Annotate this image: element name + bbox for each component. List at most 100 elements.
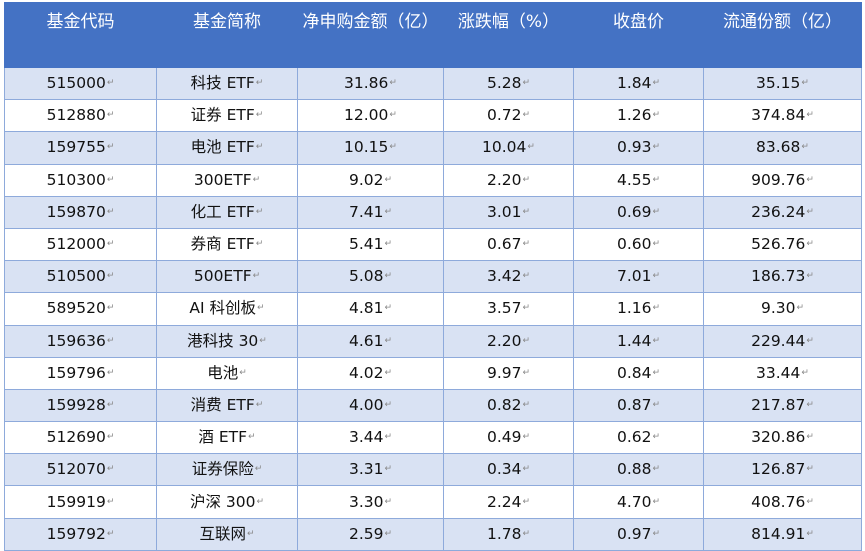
cell-text: 0.67 bbox=[486, 235, 522, 254]
paragraph-mark-icon: ↵ bbox=[522, 432, 531, 443]
cell-net-subscription: 9.02↵ bbox=[297, 163, 444, 197]
table-row: 159928↵ 消费 ETF↵ 4.00↵ 0.82↵ 0.87↵ 217.87↵ bbox=[4, 388, 862, 423]
cell-text: 515000 bbox=[46, 74, 106, 93]
cell-change-pct: 3.57↵ bbox=[443, 292, 574, 326]
table-row: 159636↵ 港科技 30↵ 4.61↵ 2.20↵ 1.44↵ 229.44↵ bbox=[4, 324, 862, 358]
cell-circulating-shares: 236.24↵ bbox=[703, 195, 862, 229]
paragraph-mark-icon: ↵ bbox=[384, 432, 393, 443]
cell-fund-code: 512690↵ bbox=[4, 421, 157, 455]
cell-fund-name: 沪深 300↵ bbox=[156, 485, 298, 519]
paragraph-mark-icon: ↵ bbox=[522, 464, 531, 475]
cell-text: 0.82 bbox=[486, 395, 522, 414]
cell-close-price: 4.70↵ bbox=[573, 485, 704, 519]
cell-circulating-shares: 186.73↵ bbox=[703, 260, 862, 294]
header-row: 基金代码 基金简称 净申购金额（亿） 涨跌幅（%） 收盘价 流通份额（亿） bbox=[4, 2, 862, 68]
cell-text: 4.02 bbox=[348, 363, 384, 382]
paragraph-mark-icon: ↵ bbox=[252, 174, 261, 185]
paragraph-mark-icon: ↵ bbox=[652, 142, 661, 153]
paragraph-mark-icon: ↵ bbox=[806, 528, 814, 539]
cell-change-pct: 2.20↵ bbox=[443, 324, 574, 358]
cell-fund-code: 510500↵ bbox=[4, 260, 157, 294]
cell-fund-code: 159636↵ bbox=[4, 324, 157, 358]
cell-net-subscription: 4.00↵ bbox=[297, 388, 444, 423]
cell-close-price: 7.01↵ bbox=[573, 260, 704, 294]
cell-net-subscription: 4.02↵ bbox=[297, 356, 444, 390]
cell-text: 159928 bbox=[46, 395, 106, 414]
table-row: 512880↵ 证券 ETF↵ 12.00↵ 0.72↵ 1.26↵ 374.84↵ bbox=[4, 99, 862, 133]
cell-close-price: 0.93↵ bbox=[573, 131, 704, 165]
cell-text: 500ETF bbox=[193, 267, 252, 286]
paragraph-mark-icon: ↵ bbox=[106, 142, 115, 153]
table-body: 515000↵ 科技 ETF↵ 31.86↵ 5.28↵ 1.84↵ 35.15↵ 5128… bbox=[4, 66, 862, 551]
cell-circulating-shares: 526.76↵ bbox=[703, 227, 862, 262]
cell-change-pct: 2.24↵ bbox=[443, 485, 574, 519]
cell-text: 0.62 bbox=[616, 428, 652, 447]
cell-circulating-shares: 374.84↵ bbox=[703, 99, 862, 133]
paragraph-mark-icon: ↵ bbox=[652, 174, 661, 185]
cell-net-subscription: 10.15↵ bbox=[297, 131, 444, 165]
cell-fund-name: 券商 ETF↵ bbox=[156, 227, 298, 262]
paragraph-mark-icon: ↵ bbox=[384, 464, 393, 475]
cell-change-pct: 3.01↵ bbox=[443, 195, 574, 229]
cell-text: 2.20 bbox=[486, 170, 522, 189]
paragraph-mark-icon: ↵ bbox=[384, 271, 393, 282]
cell-circulating-shares: 229.44↵ bbox=[703, 324, 862, 358]
table-row: 510300↵ 300ETF↵ 9.02↵ 2.20↵ 4.55↵ 909.76↵ bbox=[4, 163, 862, 197]
paragraph-mark-icon: ↵ bbox=[806, 399, 814, 410]
paragraph-mark-icon: ↵ bbox=[106, 78, 115, 89]
cell-text: 化工 ETF bbox=[190, 202, 255, 221]
cell-text: 236.24 bbox=[751, 202, 806, 221]
paragraph-mark-icon: ↵ bbox=[384, 174, 393, 185]
cell-text: 9.30 bbox=[760, 299, 796, 318]
paragraph-mark-icon: ↵ bbox=[652, 399, 661, 410]
cell-fund-name: 500ETF↵ bbox=[156, 260, 298, 294]
cell-change-pct: 0.34↵ bbox=[443, 453, 574, 487]
cell-text: 5.28 bbox=[486, 74, 522, 93]
header-change-pct: 涨跌幅（%） bbox=[443, 2, 574, 68]
paragraph-mark-icon: ↵ bbox=[254, 464, 263, 475]
table-row: 159796↵ 电池↵ 4.02↵ 9.97↵ 0.84↵ 33.44↵ bbox=[4, 356, 862, 390]
cell-fund-code: 159870↵ bbox=[4, 195, 157, 229]
paragraph-mark-icon: ↵ bbox=[389, 142, 397, 153]
cell-text: 33.44 bbox=[756, 363, 801, 382]
paragraph-mark-icon: ↵ bbox=[106, 464, 115, 475]
paragraph-mark-icon: ↵ bbox=[256, 496, 265, 507]
cell-fund-code: 159755↵ bbox=[4, 131, 157, 165]
cell-text: 408.76 bbox=[751, 492, 806, 511]
cell-text: 5.08 bbox=[348, 267, 384, 286]
paragraph-mark-icon: ↵ bbox=[255, 206, 264, 217]
paragraph-mark-icon: ↵ bbox=[246, 528, 255, 539]
cell-text: 4.81 bbox=[348, 299, 384, 318]
paragraph-mark-icon: ↵ bbox=[384, 239, 393, 250]
cell-fund-name: 电池↵ bbox=[156, 356, 298, 390]
cell-text: 消费 ETF bbox=[190, 395, 255, 414]
header-fund-name: 基金简称 bbox=[156, 2, 298, 68]
cell-net-subscription: 12.00↵ bbox=[297, 99, 444, 133]
cell-text: 512000 bbox=[46, 235, 106, 254]
cell-net-subscription: 4.61↵ bbox=[297, 324, 444, 358]
paragraph-mark-icon: ↵ bbox=[806, 110, 814, 121]
cell-text: 0.60 bbox=[616, 235, 652, 254]
cell-fund-name: 科技 ETF↵ bbox=[156, 66, 298, 101]
paragraph-mark-icon: ↵ bbox=[384, 496, 393, 507]
cell-fund-code: 515000↵ bbox=[4, 66, 157, 101]
cell-text: 35.15 bbox=[756, 74, 801, 93]
cell-text: 1.16 bbox=[616, 299, 652, 318]
cell-text: 0.72 bbox=[486, 106, 522, 125]
paragraph-mark-icon: ↵ bbox=[801, 142, 809, 153]
cell-text: 3.57 bbox=[486, 299, 522, 318]
cell-text: 0.97 bbox=[616, 524, 652, 543]
paragraph-mark-icon: ↵ bbox=[527, 142, 535, 153]
cell-change-pct: 5.28↵ bbox=[443, 66, 574, 101]
cell-change-pct: 1.78↵ bbox=[443, 517, 574, 551]
cell-text: 217.87 bbox=[751, 395, 806, 414]
cell-text: 126.87 bbox=[751, 460, 806, 479]
cell-text: 沪深 300 bbox=[189, 492, 256, 511]
cell-close-price: 1.16↵ bbox=[573, 292, 704, 326]
paragraph-mark-icon: ↵ bbox=[106, 432, 115, 443]
cell-text: 186.73 bbox=[751, 267, 806, 286]
table-row: 159755↵ 电池 ETF↵ 10.15↵ 10.04↵ 0.93↵ 83.68↵ bbox=[4, 131, 862, 165]
paragraph-mark-icon: ↵ bbox=[106, 110, 115, 121]
paragraph-mark-icon: ↵ bbox=[255, 78, 264, 89]
